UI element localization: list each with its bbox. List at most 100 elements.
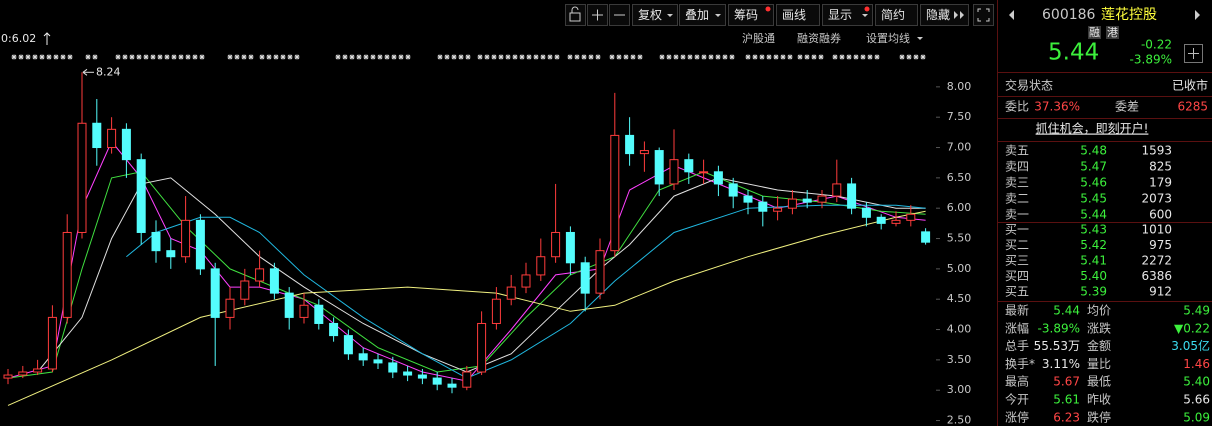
info-marker xyxy=(294,54,300,60)
toolbar-button[interactable] xyxy=(875,4,918,26)
book-price: 5.46 xyxy=(1080,176,1107,190)
candle-body xyxy=(18,371,28,376)
info-marker xyxy=(623,54,629,60)
sub-toolbar-link[interactable]: 沪股通 xyxy=(742,31,775,45)
add-watchlist-button[interactable] xyxy=(1184,44,1203,63)
plus-icon xyxy=(592,9,603,21)
stat-label: 今开 xyxy=(1005,392,1029,407)
info-marker xyxy=(595,54,601,60)
toolbar-button-label[interactable]: 叠加 xyxy=(685,8,709,22)
info-marker xyxy=(32,54,38,60)
prev-stock-arrow xyxy=(1009,10,1014,20)
y-tick-label: 3.50 xyxy=(947,353,972,366)
candle-body xyxy=(625,134,635,155)
promo-link[interactable]: 抓住机会，即刻开户! xyxy=(1036,121,1149,136)
book-volume: 1593 xyxy=(1141,144,1172,158)
stat-value: 5.66 xyxy=(1183,393,1210,407)
info-marker xyxy=(259,54,265,60)
badge xyxy=(1106,26,1119,39)
info-marker xyxy=(874,54,880,60)
info-marker xyxy=(533,54,539,60)
info-marker xyxy=(39,54,45,60)
book-price: 5.47 xyxy=(1080,160,1107,174)
candle-body xyxy=(447,383,457,388)
info-marker xyxy=(913,54,919,60)
book-level: 卖一 xyxy=(1005,208,1029,222)
fullscreen-button[interactable] xyxy=(973,4,994,26)
toolbar-button-label[interactable]: 筹码 xyxy=(734,8,758,22)
info-marker xyxy=(266,54,272,60)
info-marker xyxy=(526,54,532,60)
max-arrow-head xyxy=(82,68,88,76)
fullscreen-icon xyxy=(977,8,990,22)
info-marker xyxy=(444,54,450,60)
candle-body xyxy=(255,268,265,282)
stat-value: 5.67 xyxy=(1053,375,1080,389)
info-marker xyxy=(804,54,810,60)
candle-body xyxy=(847,183,857,209)
toolbar-button-label[interactable]: 复权 xyxy=(638,8,662,22)
toolbar-button-label[interactable]: 隐藏 xyxy=(926,8,950,22)
sub-toolbar-link[interactable]: 设置均线 xyxy=(866,31,910,45)
info-marker xyxy=(588,54,594,60)
toolbar-button[interactable] xyxy=(679,4,726,26)
toolbar-button-label[interactable]: 简约 xyxy=(881,7,905,22)
y-tick-label: 8.00 xyxy=(947,80,972,93)
book-level: 买五 xyxy=(1005,285,1029,299)
icon-button[interactable] xyxy=(565,4,586,26)
toolbar-button-label[interactable]: 显示 xyxy=(828,8,852,22)
info-marker xyxy=(465,54,471,60)
info-marker xyxy=(773,54,779,60)
info-marker xyxy=(554,54,560,60)
toolbar-button[interactable] xyxy=(728,4,774,26)
candle-body xyxy=(92,122,102,149)
toolbar-button[interactable] xyxy=(920,4,969,26)
stat-value: 5.61 xyxy=(1053,393,1080,407)
add-icon xyxy=(1188,48,1199,59)
stat-label: 换手* xyxy=(1005,357,1035,371)
candle-body xyxy=(195,219,205,270)
badge-label: 港 xyxy=(1107,26,1118,39)
candle-body xyxy=(358,353,368,361)
stat-value: 55.53万 xyxy=(1034,339,1080,353)
candle-body xyxy=(891,219,901,224)
candle-body xyxy=(136,159,146,233)
info-marker xyxy=(673,54,679,60)
candle-body xyxy=(654,150,664,185)
toolbar-button[interactable] xyxy=(776,4,820,26)
info-marker xyxy=(609,54,615,60)
last-price: 5.44 xyxy=(1048,40,1099,66)
candle-body xyxy=(787,198,797,209)
info-marker xyxy=(335,54,341,60)
info-marker xyxy=(680,54,686,60)
toolbar-button[interactable] xyxy=(632,4,678,26)
book-price: 5.42 xyxy=(1080,238,1107,252)
info-marker xyxy=(519,54,525,60)
expand-arrows xyxy=(954,11,964,19)
info-marker xyxy=(484,54,490,60)
candle-body xyxy=(284,292,294,318)
stat-value: 5.40 xyxy=(1183,375,1210,389)
info-marker xyxy=(234,54,240,60)
info-marker xyxy=(451,54,457,60)
stat-label: 量比 xyxy=(1087,357,1111,371)
info-marker xyxy=(498,54,504,60)
y-tick-label: 4.50 xyxy=(947,292,972,305)
toolbar-button-label[interactable]: 画线 xyxy=(782,8,806,22)
stat-label: 金额 xyxy=(1087,338,1111,353)
info-marker xyxy=(143,54,149,60)
info-marker xyxy=(491,54,497,60)
info-marker xyxy=(25,54,31,60)
moving-average-line xyxy=(7,210,926,406)
weicha-value: 6285 xyxy=(1177,100,1208,114)
candle-body xyxy=(62,231,72,318)
sub-toolbar-link[interactable]: 融资融券 xyxy=(797,31,841,45)
candle-body xyxy=(373,359,383,364)
info-marker xyxy=(581,54,587,60)
candle-body xyxy=(580,262,590,294)
info-marker xyxy=(920,54,926,60)
notify-dot xyxy=(864,6,870,12)
info-marker xyxy=(729,54,735,60)
candle-body xyxy=(210,268,220,318)
toolbar-button[interactable] xyxy=(822,4,873,26)
